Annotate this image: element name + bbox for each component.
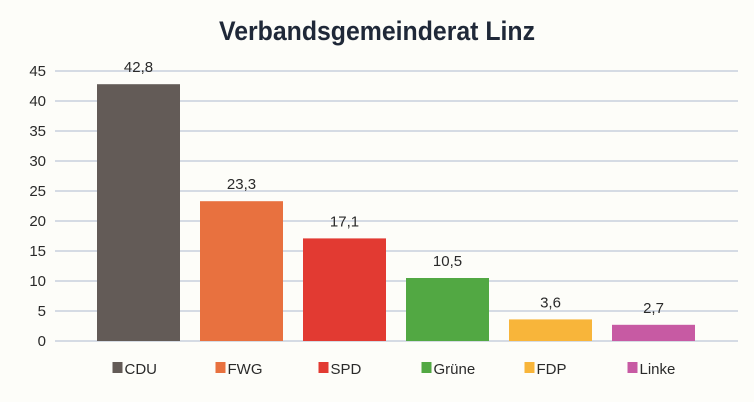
y-tick-label: 35	[29, 123, 46, 140]
data-label: 3,6	[540, 294, 561, 311]
y-tick-label: 15	[29, 243, 46, 260]
y-tick-label: 30	[29, 153, 46, 170]
y-tick-label: 40	[29, 93, 46, 110]
y-tick-label: 5	[38, 303, 46, 320]
legend-label: SPD	[331, 361, 362, 378]
legend-swatch	[215, 362, 226, 373]
legend-label: Linke	[640, 361, 676, 378]
legend-swatch	[627, 362, 638, 373]
y-tick-label: 45	[29, 63, 46, 80]
legend-swatch	[421, 362, 432, 373]
y-tick-label: 20	[29, 213, 46, 230]
y-tick-label: 0	[38, 333, 46, 350]
legend-swatch	[112, 362, 123, 373]
data-label: 10,5	[433, 253, 462, 270]
bar-grüne	[406, 278, 489, 341]
y-tick-label: 25	[29, 183, 46, 200]
bar-fdp	[509, 319, 592, 341]
legend-label: FDP	[537, 361, 567, 378]
bar-fwg	[200, 201, 283, 341]
y-tick-label: 10	[29, 273, 46, 290]
bar-cdu	[97, 84, 180, 341]
legend-swatch	[318, 362, 329, 373]
data-label: 2,7	[643, 300, 664, 317]
legend-label: FWG	[228, 361, 263, 378]
data-label: 42,8	[124, 59, 153, 76]
bar-spd	[303, 238, 386, 341]
legend-label: Grüne	[434, 361, 476, 378]
chart-title: Verbandsgemeinderat Linz	[219, 16, 535, 46]
bar-linke	[612, 324, 695, 341]
data-label: 23,3	[227, 176, 256, 193]
legend-swatch	[524, 362, 535, 373]
data-label: 17,1	[330, 213, 359, 230]
legend-label: CDU	[125, 361, 158, 378]
